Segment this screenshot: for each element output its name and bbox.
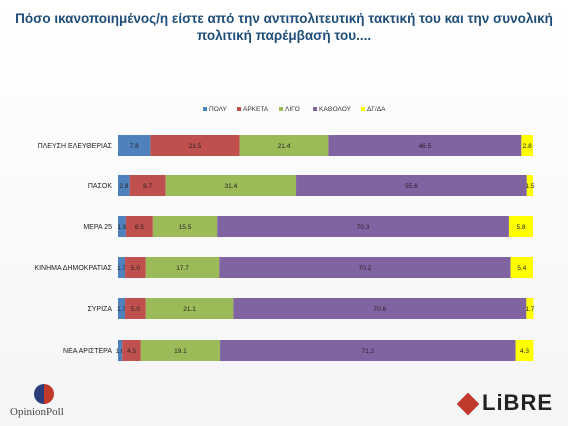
- value-label-0-2: 21.4: [278, 143, 291, 150]
- bar-segment-0-4: [521, 135, 533, 156]
- opinionpoll-logo: OpinionPoll: [10, 384, 90, 422]
- value-label-2-0: 1.9: [117, 224, 126, 231]
- bar-segment-5-4: [515, 340, 534, 361]
- legend-label-1: ΑΡΚΕΤΑ: [243, 106, 269, 113]
- value-label-2-1: 6.5: [135, 224, 144, 231]
- legend-swatch-0: [203, 107, 207, 111]
- bar-segment-0-2: [239, 135, 329, 156]
- value-label-2-4: 5.8: [516, 224, 525, 231]
- value-label-3-4: 5.4: [517, 265, 526, 272]
- legend-swatch-2: [279, 107, 283, 111]
- value-label-0-0: 7.8: [130, 143, 139, 150]
- legend-label-2: ΛΙΓΟ: [285, 106, 300, 113]
- opinionpoll-logo-text: OpinionPoll: [10, 406, 64, 418]
- value-label-1-3: 55.6: [405, 183, 418, 190]
- value-label-4-4: 1.7: [525, 306, 534, 313]
- bar-segment-1-3: [296, 175, 527, 196]
- legend: ΠΟΛΥ ΑΡΚΕΤΑ ΛΙΓΟ ΚΑΘΟΛΟΥ ΔΓ/ΔΑ: [203, 106, 386, 113]
- legend-swatch-4: [361, 107, 365, 111]
- value-label-0-1: 21.5: [189, 143, 202, 150]
- libre-logo-icon: [456, 392, 480, 416]
- value-label-1-0: 2.8: [119, 183, 128, 190]
- category-label-1: ΠΑΣΟΚ: [88, 183, 112, 190]
- value-label-5-3: 71.2: [362, 348, 375, 355]
- opinionpoll-logo-icon: [34, 384, 54, 404]
- libre-logo: LiBRE: [456, 390, 558, 422]
- category-label-5: ΝΕΑ ΑΡΙΣΤΕΡΑ: [63, 348, 112, 355]
- libre-logo-text: LiBRE: [482, 390, 553, 415]
- value-label-4-1: 5.0: [131, 306, 140, 313]
- value-label-0-4: 2.8: [523, 143, 532, 150]
- bar-segment-0-0: [118, 135, 151, 156]
- bar-segment-3-3: [219, 257, 511, 278]
- legend-label-3: ΚΑΘΟΛΟΥ: [319, 106, 352, 113]
- bar-segment-4-1: [125, 298, 146, 319]
- value-label-5-0: 1.0: [116, 348, 125, 355]
- bar-segment-0-3: [328, 135, 522, 156]
- value-label-0-3: 46.5: [419, 143, 432, 150]
- bar-segment-5-3: [220, 340, 516, 361]
- bar-segment-3-2: [145, 257, 220, 278]
- value-label-2-2: 15.5: [179, 224, 192, 231]
- category-label-3: ΚΙΝΗΜΑ ΔΗΜΟΚΡΑΤΙΑΣ: [34, 265, 112, 272]
- bar-segment-5-0: [118, 340, 123, 361]
- value-label-4-0: 1.7: [117, 306, 126, 313]
- value-label-1-4: 1.5: [525, 183, 534, 190]
- value-label-5-1: 4.5: [127, 348, 136, 355]
- bar-segment-3-1: [125, 257, 146, 278]
- value-label-5-4: 4.3: [520, 348, 529, 355]
- value-label-3-1: 5.0: [131, 265, 140, 272]
- bar-segment-5-2: [140, 340, 221, 361]
- value-label-4-2: 21.1: [183, 306, 196, 313]
- value-label-3-2: 17.7: [176, 265, 189, 272]
- chart-title: Πόσο ικανοποιημένος/η είστε από την αντι…: [15, 11, 553, 43]
- value-label-1-1: 8.7: [143, 183, 152, 190]
- value-label-5-2: 19.1: [174, 348, 187, 355]
- bar-segment-2-4: [508, 216, 533, 237]
- value-label-3-3: 70.2: [359, 265, 372, 272]
- bar-segment-2-0: [118, 216, 126, 237]
- category-label-2: ΜΕΡΑ 25: [83, 224, 112, 231]
- legend-label-0: ΠΟΛΥ: [209, 106, 227, 113]
- bar-segment-4-0: [118, 298, 126, 319]
- bar-segment-3-4: [510, 257, 533, 278]
- bar-segment-5-1: [122, 340, 141, 361]
- value-label-4-3: 70.6: [374, 306, 387, 313]
- bar-segment-1-2: [165, 175, 297, 196]
- bar-segment-2-1: [125, 216, 153, 237]
- legend-swatch-1: [237, 107, 241, 111]
- bar-segment-0-1: [150, 135, 240, 156]
- bar-segment-2-2: [152, 216, 218, 237]
- legend-swatch-3: [313, 107, 317, 111]
- value-label-3-0: 1.7: [117, 265, 126, 272]
- value-label-2-3: 70.3: [357, 224, 370, 231]
- bar-segment-4-3: [233, 298, 527, 319]
- bar-segment-4-4: [526, 298, 534, 319]
- bar-segment-2-3: [217, 216, 509, 237]
- bar-segment-1-4: [526, 175, 533, 196]
- bar-segment-1-0: [118, 175, 130, 196]
- bar-segment-1-1: [129, 175, 166, 196]
- legend-label-4: ΔΓ/ΔΑ: [367, 106, 386, 113]
- category-label-4: ΣΥΡΙΖΑ: [87, 306, 112, 313]
- bar-segment-4-2: [145, 298, 234, 319]
- value-label-1-2: 31.4: [225, 183, 238, 190]
- category-label-0: ΠΛΕΥΣΗ ΕΛΕΥΘΕΡΙΑΣ: [38, 143, 113, 150]
- bar-segment-3-0: [118, 257, 126, 278]
- bars: ΠΛΕΥΣΗ ΕΛΕΥΘΕΡΙΑΣ 7.8 21.5 21.4 46.5 2.8 ΠΑΣΟΚ…: [34, 135, 535, 361]
